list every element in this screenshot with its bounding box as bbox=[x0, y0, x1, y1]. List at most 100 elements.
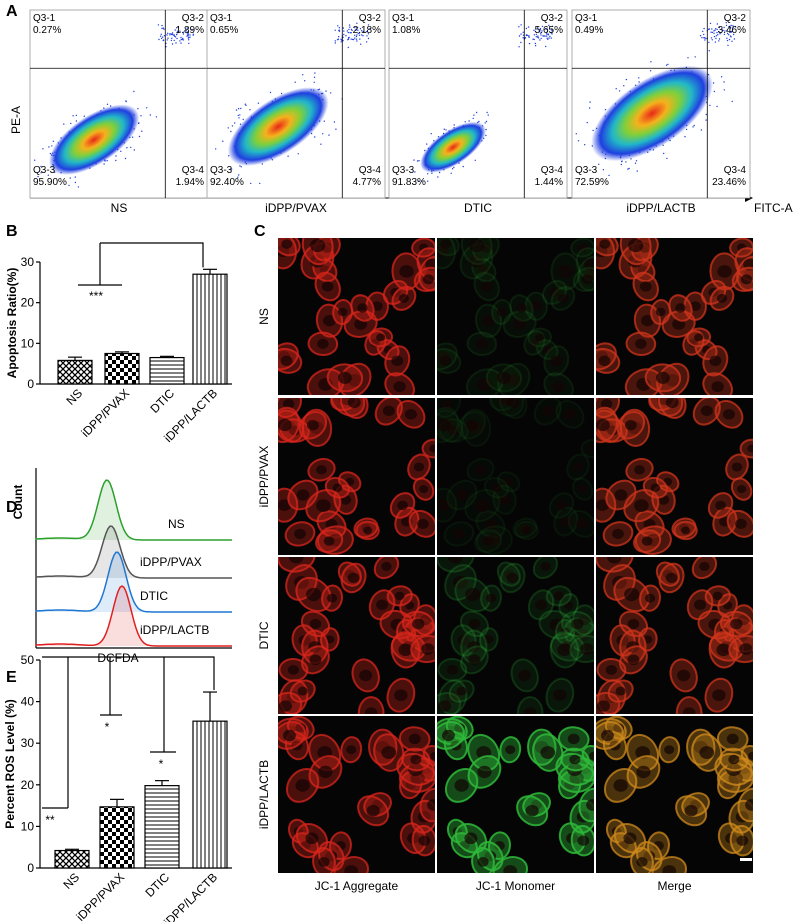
nucleus bbox=[482, 315, 495, 327]
event-dot bbox=[346, 30, 348, 32]
cells bbox=[437, 238, 594, 395]
quadrant-value: 2.18% bbox=[353, 25, 381, 36]
event-dot bbox=[522, 31, 524, 33]
event-dot bbox=[334, 29, 336, 31]
density bbox=[227, 87, 329, 166]
nucleus bbox=[677, 669, 691, 682]
panel-label: E bbox=[6, 669, 17, 686]
column-label: JC-1 Aggregate bbox=[315, 879, 399, 893]
event-dot bbox=[732, 33, 735, 36]
event-dot bbox=[443, 128, 445, 130]
nucleus bbox=[404, 409, 417, 420]
event-dot bbox=[712, 82, 715, 84]
significance-bracket bbox=[150, 657, 176, 753]
event-dot bbox=[716, 28, 718, 31]
event-dot bbox=[125, 100, 127, 102]
event-dot bbox=[160, 33, 162, 35]
event-dot bbox=[445, 129, 447, 131]
event-dot bbox=[430, 133, 432, 135]
event-dot bbox=[126, 147, 128, 149]
nucleus bbox=[287, 665, 299, 675]
y-axis-label: PE-A bbox=[9, 106, 23, 134]
histogram-fill bbox=[36, 526, 232, 578]
nucleus bbox=[747, 444, 753, 453]
event-dot bbox=[186, 33, 188, 35]
event-dot bbox=[354, 29, 357, 31]
event-dot bbox=[731, 40, 733, 42]
event-dot bbox=[187, 31, 189, 34]
y-axis-label: Apoptosis Ratio(%) bbox=[5, 268, 19, 379]
cell bbox=[483, 476, 510, 499]
nucleus bbox=[344, 865, 359, 873]
event-dot bbox=[704, 37, 707, 39]
event-dot bbox=[335, 128, 337, 130]
nucleus bbox=[569, 754, 581, 765]
event-dot bbox=[621, 160, 623, 163]
event-dot bbox=[42, 148, 44, 150]
plot-label: iDPP/PVAX bbox=[265, 201, 327, 215]
event-dot bbox=[537, 26, 539, 28]
event-dot bbox=[708, 41, 710, 44]
nucleus bbox=[522, 526, 532, 535]
event-dot bbox=[484, 122, 486, 124]
cell bbox=[555, 399, 585, 429]
event-dot bbox=[546, 33, 548, 35]
event-dot bbox=[716, 31, 718, 34]
cell bbox=[475, 525, 513, 555]
nucleus bbox=[665, 398, 679, 409]
event-dot bbox=[577, 140, 580, 142]
histogram-curve bbox=[35, 585, 232, 647]
event-dot bbox=[185, 30, 187, 32]
event-dot bbox=[700, 129, 703, 131]
flow-plot: Q3-10.27% Q3-21.89% Q3-395.90% Q3-41.94% bbox=[29, 9, 209, 199]
event-dot bbox=[684, 136, 686, 138]
nucleus bbox=[662, 865, 677, 873]
event-dot bbox=[663, 152, 665, 155]
quadrant-label: Q3-1 bbox=[575, 13, 598, 24]
nucleus bbox=[441, 729, 455, 742]
micrograph bbox=[278, 557, 435, 714]
nucleus bbox=[737, 485, 747, 494]
nucleus bbox=[598, 355, 611, 367]
nucleus bbox=[437, 418, 451, 432]
event-dot bbox=[140, 115, 142, 117]
event-dot bbox=[731, 100, 733, 103]
event-dot bbox=[540, 32, 542, 34]
nucleus bbox=[716, 293, 728, 303]
x-tick-label: DTIC bbox=[142, 870, 172, 900]
event-dot bbox=[313, 81, 315, 84]
event-dot bbox=[729, 26, 732, 29]
nucleus bbox=[553, 591, 564, 601]
event-dot bbox=[77, 186, 80, 188]
nucleus bbox=[605, 665, 617, 675]
significance: *** bbox=[89, 289, 103, 303]
event-dot bbox=[162, 36, 164, 38]
event-dot bbox=[518, 35, 521, 37]
nucleus bbox=[506, 572, 519, 584]
nucleus bbox=[552, 381, 565, 393]
nucleus bbox=[740, 274, 753, 285]
event-dot bbox=[545, 32, 548, 34]
event-dot bbox=[540, 34, 542, 36]
event-dot bbox=[539, 28, 542, 30]
event-dot bbox=[115, 159, 117, 162]
event-dot bbox=[115, 155, 117, 157]
cell bbox=[548, 492, 575, 519]
event-dot bbox=[155, 116, 158, 118]
event-dot bbox=[369, 28, 371, 30]
event-dot bbox=[239, 114, 241, 116]
nucleus bbox=[600, 398, 613, 409]
cells bbox=[278, 716, 435, 873]
nucleus bbox=[440, 239, 452, 249]
nucleus bbox=[316, 499, 331, 513]
bar bbox=[192, 720, 228, 869]
event-dot bbox=[367, 37, 370, 40]
event-dot bbox=[166, 34, 168, 36]
nucleus bbox=[381, 746, 397, 760]
nucleus bbox=[599, 239, 611, 249]
event-dot bbox=[545, 45, 547, 48]
nucleus bbox=[650, 483, 661, 492]
nucleus bbox=[726, 733, 739, 745]
cells bbox=[437, 557, 594, 714]
quadrant-label: Q3-1 bbox=[33, 13, 56, 24]
